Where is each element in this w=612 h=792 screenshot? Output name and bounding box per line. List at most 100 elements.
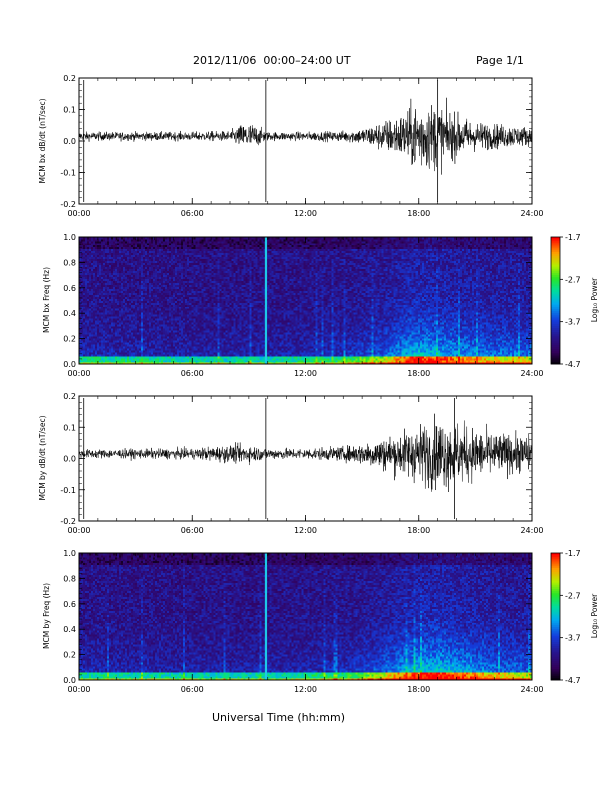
spectrogram-cell bbox=[209, 290, 212, 293]
spectrogram-cell bbox=[161, 352, 164, 355]
spectrogram-cell bbox=[181, 282, 184, 285]
spectrogram-cell bbox=[213, 240, 216, 244]
spectrogram-cell bbox=[137, 360, 140, 363]
spectrogram-cell bbox=[89, 306, 92, 309]
spectrogram-cell bbox=[83, 360, 86, 363]
spectrogram-cell bbox=[229, 304, 232, 307]
spectrogram-cell bbox=[127, 268, 130, 272]
spectrogram-cell bbox=[183, 284, 186, 287]
spectrogram-cell bbox=[99, 302, 102, 305]
spectrogram-cell bbox=[121, 326, 124, 329]
spectrogram-cell bbox=[135, 262, 138, 266]
spectrogram-cell bbox=[137, 258, 140, 262]
spectrogram-cell bbox=[117, 344, 120, 347]
spectrogram-cell bbox=[147, 258, 150, 262]
spectrogram-cell bbox=[83, 314, 86, 317]
spectrogram-cell bbox=[85, 266, 88, 270]
spectrogram-cell bbox=[95, 304, 98, 307]
spectrogram-cell bbox=[87, 268, 90, 272]
spectrogram-cell bbox=[147, 328, 150, 331]
spectrogram-cell bbox=[181, 312, 184, 315]
spectrogram-cell bbox=[157, 266, 160, 270]
spectrogram-cell bbox=[225, 246, 228, 250]
spectrogram-cell bbox=[145, 362, 148, 365]
spectrogram-cell bbox=[189, 256, 192, 260]
spectrogram-cell bbox=[95, 300, 98, 303]
spectrogram-cell bbox=[143, 334, 146, 337]
spectrogram-cell bbox=[187, 352, 190, 355]
spectrogram-cell bbox=[121, 356, 124, 359]
spectrogram-cell bbox=[225, 326, 228, 329]
spectrogram-cell bbox=[147, 278, 150, 281]
spectrogram-cell bbox=[223, 350, 226, 353]
spectrogram-cell bbox=[229, 272, 232, 275]
spectrogram-cell bbox=[215, 312, 218, 315]
spectrogram-cell bbox=[205, 296, 208, 299]
spectrogram-cell bbox=[141, 270, 144, 274]
spectrogram-cell bbox=[139, 310, 142, 313]
spectrogram-cell bbox=[193, 350, 196, 353]
spectrogram-cell bbox=[171, 316, 174, 319]
spectrogram-cell bbox=[85, 304, 88, 307]
spectrogram-cell bbox=[215, 294, 218, 297]
spectrogram-cell bbox=[123, 242, 126, 246]
spectrogram-cell bbox=[107, 304, 110, 307]
spectrogram-cell bbox=[169, 237, 172, 240]
spectrogram-cell bbox=[227, 278, 230, 281]
spectrogram-cell bbox=[221, 316, 224, 319]
spectrogram-cell bbox=[217, 244, 220, 248]
spectrogram-cell bbox=[215, 254, 218, 258]
spectrogram-cell bbox=[79, 328, 82, 331]
spectrogram-cell bbox=[191, 268, 194, 272]
spectrogram-cell bbox=[225, 288, 228, 291]
spectrogram-cell bbox=[221, 272, 224, 275]
spectrogram-cell bbox=[153, 242, 156, 246]
spectrogram-cell bbox=[125, 274, 128, 277]
spectrogram-cell bbox=[125, 330, 128, 333]
spectrogram-cell bbox=[161, 264, 164, 268]
spectrogram-cell bbox=[221, 362, 224, 365]
spectrogram-cell bbox=[199, 276, 202, 279]
spectrogram-cell bbox=[201, 308, 204, 311]
spectrogram-cell bbox=[157, 252, 160, 256]
spectrogram-cell bbox=[175, 284, 178, 287]
spectrogram-cell bbox=[191, 324, 194, 327]
spectrogram-cell bbox=[223, 278, 226, 281]
spectrogram-cell bbox=[137, 248, 140, 252]
spectrogram-cell bbox=[177, 272, 180, 275]
spectrogram-cell bbox=[199, 328, 202, 331]
spectrogram-cell bbox=[79, 288, 82, 291]
spectrogram-cell bbox=[213, 312, 216, 315]
spectrogram-cell bbox=[207, 272, 210, 275]
spectrogram-cell bbox=[91, 358, 94, 361]
spectrogram-cell bbox=[87, 348, 90, 351]
spectrogram-cell bbox=[159, 288, 162, 291]
spectrogram-cell bbox=[93, 302, 96, 305]
spectrogram-cell bbox=[167, 244, 170, 248]
spectrogram-cell bbox=[201, 336, 204, 339]
spectrogram-cell bbox=[185, 246, 188, 250]
spectrogram-cell bbox=[159, 272, 162, 275]
spectrogram-cell bbox=[101, 284, 104, 287]
spectrogram-cell bbox=[219, 280, 222, 283]
spectrogram-cell bbox=[87, 354, 90, 357]
spectrogram-cell bbox=[151, 262, 154, 266]
spectrogram-cell bbox=[171, 344, 174, 347]
spectrogram-cell bbox=[185, 248, 188, 252]
spectrogram-cell bbox=[111, 264, 114, 268]
spectrogram-cell bbox=[155, 344, 158, 347]
spectrogram-cell bbox=[111, 318, 114, 321]
spectrogram-cell bbox=[171, 278, 174, 281]
spectrogram-cell bbox=[93, 274, 96, 277]
spectrogram-cell bbox=[103, 310, 106, 313]
spectrogram-cell bbox=[219, 256, 222, 260]
spectrogram-cell bbox=[151, 270, 154, 274]
spectrogram-cell bbox=[133, 292, 136, 295]
spectrogram-cell bbox=[193, 246, 196, 250]
spectrogram-cell bbox=[199, 330, 202, 333]
spectrogram-cell bbox=[169, 322, 172, 325]
spectrogram-cell bbox=[101, 330, 104, 333]
panel-bx-timeseries: MCM bx dB/dt (nT/sec) 00:00 06:00 12:00 18:… bbox=[38, 74, 544, 218]
spectrogram-cell bbox=[229, 322, 232, 325]
spectrogram-cell bbox=[149, 304, 152, 307]
